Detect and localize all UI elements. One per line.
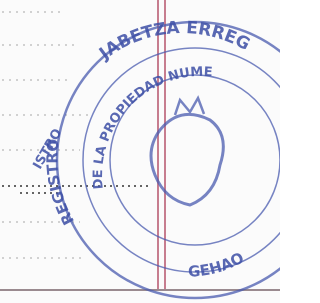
scan: JABETZA ERREG DE LA PROPIEDAD NUME REGIS…	[0, 0, 280, 303]
